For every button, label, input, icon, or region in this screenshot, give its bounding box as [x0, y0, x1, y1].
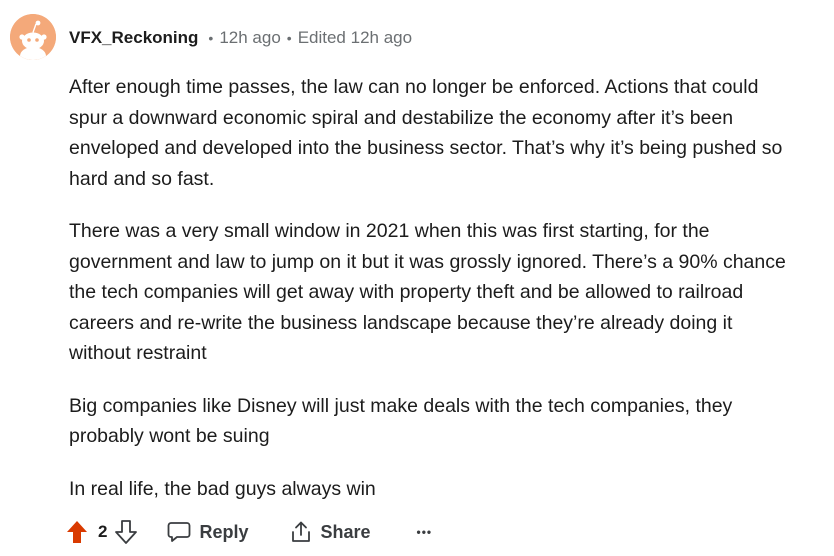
vote-controls: 2 — [66, 520, 138, 544]
share-label: Share — [320, 521, 371, 542]
edited-timestamp: Edited 12h ago — [297, 28, 413, 47]
author-username[interactable]: VFX_Reckoning — [69, 28, 199, 47]
more-options-button[interactable]: ••• — [417, 525, 433, 539]
comment-paragraph: Big companies like Disney will just make… — [69, 394, 733, 448]
share-icon — [291, 521, 310, 542]
downvote-button[interactable] — [115, 520, 138, 544]
downvote-arrow-icon — [115, 520, 138, 544]
meta-separator: • — [286, 30, 292, 46]
share-button[interactable]: Share — [289, 520, 371, 544]
vote-score: 2 — [98, 522, 108, 541]
speech-bubble-icon — [168, 522, 191, 542]
comment-paragraph: There was a very small window in 2021 wh… — [69, 220, 786, 364]
comment-body: After enough time passes, the law can no… — [69, 72, 799, 526]
reply-label: Reply — [199, 521, 249, 542]
comment-actions: 2 Reply Share ••• — [66, 516, 432, 548]
comment-paragraph: After enough time passes, the law can no… — [69, 76, 783, 190]
ellipsis-icon: ••• — [416, 525, 433, 539]
upvote-button[interactable] — [66, 520, 88, 544]
reply-button[interactable]: Reply — [167, 521, 249, 543]
meta-separator: • — [208, 30, 214, 46]
snoo-avatar-icon — [10, 14, 56, 60]
avatar[interactable] — [10, 14, 56, 60]
comment-timestamp[interactable]: 12h ago — [219, 28, 281, 47]
comment-header: VFX_Reckoning • 12h ago • Edited 12h ago — [69, 26, 412, 50]
upvote-arrow-icon — [67, 521, 87, 543]
comment-paragraph: In real life, the bad guys always win — [69, 477, 376, 500]
